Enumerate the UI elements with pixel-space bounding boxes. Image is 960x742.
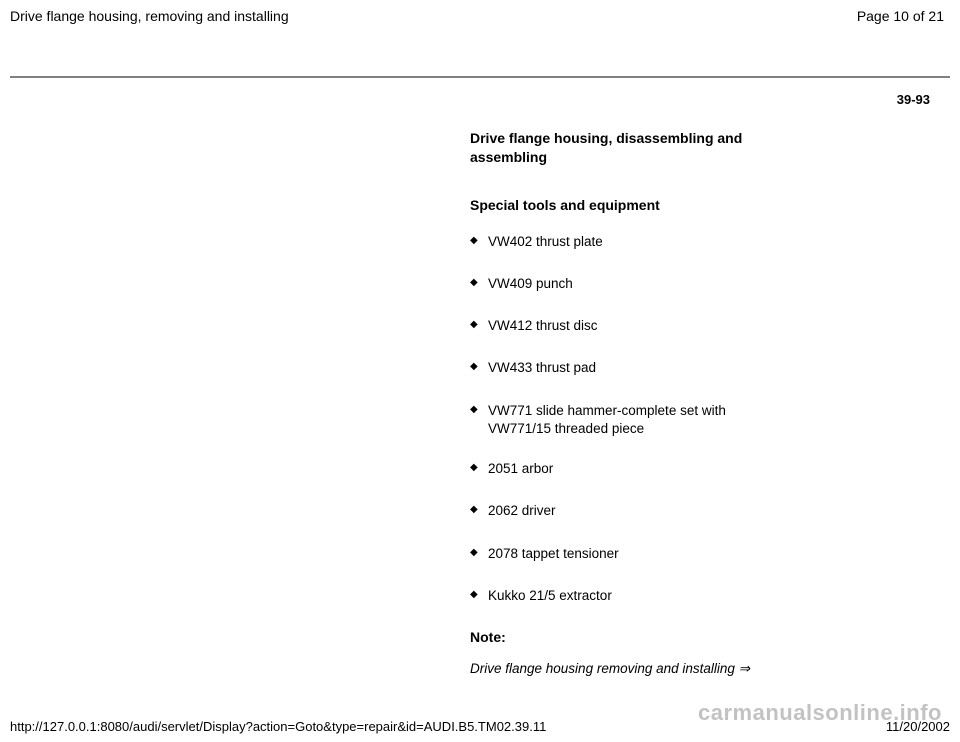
header-title: Drive flange housing, removing and insta… (10, 8, 289, 24)
list-item: VW771 slide hammer-complete set with VW7… (470, 402, 790, 438)
list-item: VW433 thrust pad (470, 359, 790, 377)
list-item: 2078 tappet tensioner (470, 545, 790, 563)
tool-list: VW402 thrust plate VW409 punch VW412 thr… (470, 233, 790, 605)
list-item: VW402 thrust plate (470, 233, 790, 251)
footer-date: 11/20/2002 (886, 719, 950, 734)
content-area: Drive flange housing, disassembling and … (470, 129, 790, 677)
list-item: VW409 punch (470, 275, 790, 293)
section-heading: Drive flange housing, disassembling and … (470, 129, 790, 167)
page-indicator: Page 10 of 21 (857, 8, 944, 24)
note-text: Drive flange housing removing and instal… (470, 661, 790, 677)
list-item: VW412 thrust disc (470, 317, 790, 335)
footer-url: http://127.0.0.1:8080/audi/servlet/Displ… (10, 719, 546, 734)
list-item: 2051 arbor (470, 460, 790, 478)
note-label: Note: (470, 629, 790, 645)
page-footer: http://127.0.0.1:8080/audi/servlet/Displ… (10, 719, 950, 734)
page-reference: 39-93 (0, 78, 960, 107)
sub-heading: Special tools and equipment (470, 197, 790, 213)
page-header: Drive flange housing, removing and insta… (0, 0, 960, 28)
list-item: 2062 driver (470, 502, 790, 520)
list-item: Kukko 21/5 extractor (470, 587, 790, 605)
